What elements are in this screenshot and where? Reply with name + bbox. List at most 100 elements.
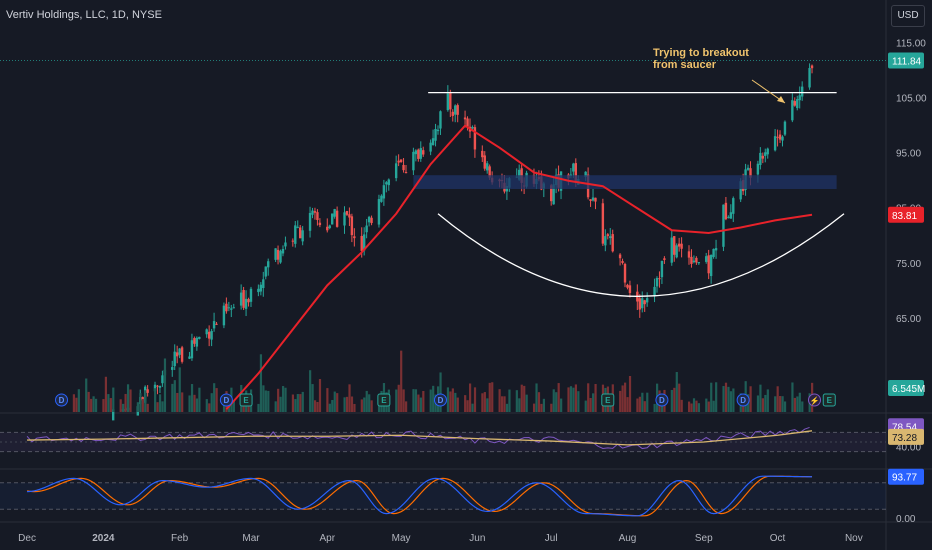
stoch-tick-label: 0.00 [896,514,916,525]
candle-body [463,117,467,120]
candle-body [626,284,629,288]
candle-body [294,225,297,244]
candle-body [692,260,696,263]
volume-bar [284,387,287,412]
volume-bar [764,394,767,412]
candle-body [456,105,459,115]
rsi-ma-line [27,430,813,446]
time-axis-label: Apr [319,533,335,544]
candle-body [764,152,767,156]
candle-body [239,292,243,306]
volume-bar [594,383,597,412]
volume-bar [136,402,139,412]
price-tick-label: 105.00 [896,94,927,105]
candle-body [756,163,760,175]
candle-body [158,385,162,388]
volume-bar [486,398,489,412]
candle-body [670,237,673,263]
resistance-band [413,175,837,189]
candle-body [399,159,403,163]
volume-bar [520,384,523,412]
volume-bar [532,403,536,412]
volume-bar [687,401,691,412]
moving-average-line [225,124,813,410]
volume-bar [707,401,710,412]
candle-body [141,397,144,401]
volume-bar [569,386,573,412]
volume-bar [766,389,769,412]
candle-body [574,163,577,183]
volume-bar [309,370,312,412]
candle-body [591,197,595,201]
currency-button[interactable]: USD [891,5,925,27]
volume-bar [619,390,622,412]
earnings-marker-label: E [827,396,833,405]
candle-body [175,352,179,357]
volume-bar [774,396,777,412]
candle-body [195,337,199,347]
volume-bar [397,384,400,412]
candle-body [658,278,661,280]
volume-bar [126,384,130,412]
candle-body [638,298,641,310]
volume-bar [267,390,270,412]
volume-bar [316,401,319,412]
candle-body [518,169,521,180]
candle-body [414,150,418,155]
candle-body [611,234,614,252]
volume-bar [370,400,373,412]
candle-body [299,227,302,239]
candle-body [308,212,312,231]
volume-bar [94,398,98,412]
volume-bar [801,401,804,412]
volume-bar [178,367,181,412]
candle-body [397,160,400,163]
volume-bar [473,387,477,412]
candle-body [404,172,408,174]
candle-body [618,254,622,259]
volume-bar [535,383,538,412]
candle-body [732,198,735,214]
price-tick-label: 115.00 [896,39,926,50]
volume-bar [109,398,112,412]
candle-body [402,164,405,171]
dividend-marker-label: D [659,396,665,405]
candle-body [227,307,231,309]
volume-bar [724,382,728,412]
volume-bar [488,382,491,412]
dividend-marker [433,393,447,407]
volume-bar [205,399,208,412]
candle-body [207,331,211,339]
ma-value-badge: 83.81 [892,211,917,222]
earnings-marker [601,393,615,407]
candle-body [446,93,450,111]
volume-bar [791,382,794,412]
candle-body [353,236,356,239]
volume-bar [326,388,329,412]
volume-bars [72,350,814,412]
candle-body [810,65,814,69]
volume-bar [466,400,469,412]
candle-body [572,163,575,172]
volume-bar [680,399,683,412]
volume-bar [222,400,226,412]
volume-bar [673,387,676,412]
dividend-marker-label: D [223,396,229,405]
volume-bar [712,400,715,412]
candle-body [370,217,373,224]
volume-bar [124,393,127,412]
candle-body [660,260,664,278]
dividend-marker [55,393,69,407]
volume-bar [454,392,457,412]
volume-bar [402,389,405,412]
candle-body [677,243,681,247]
candle-body [697,262,701,264]
volume-bar [154,388,157,412]
candle-body [449,92,452,110]
candle-body [281,249,285,254]
candle-body [724,202,728,220]
volume-bar [139,393,142,412]
candle-body [429,142,432,152]
volume-bar [446,387,450,412]
